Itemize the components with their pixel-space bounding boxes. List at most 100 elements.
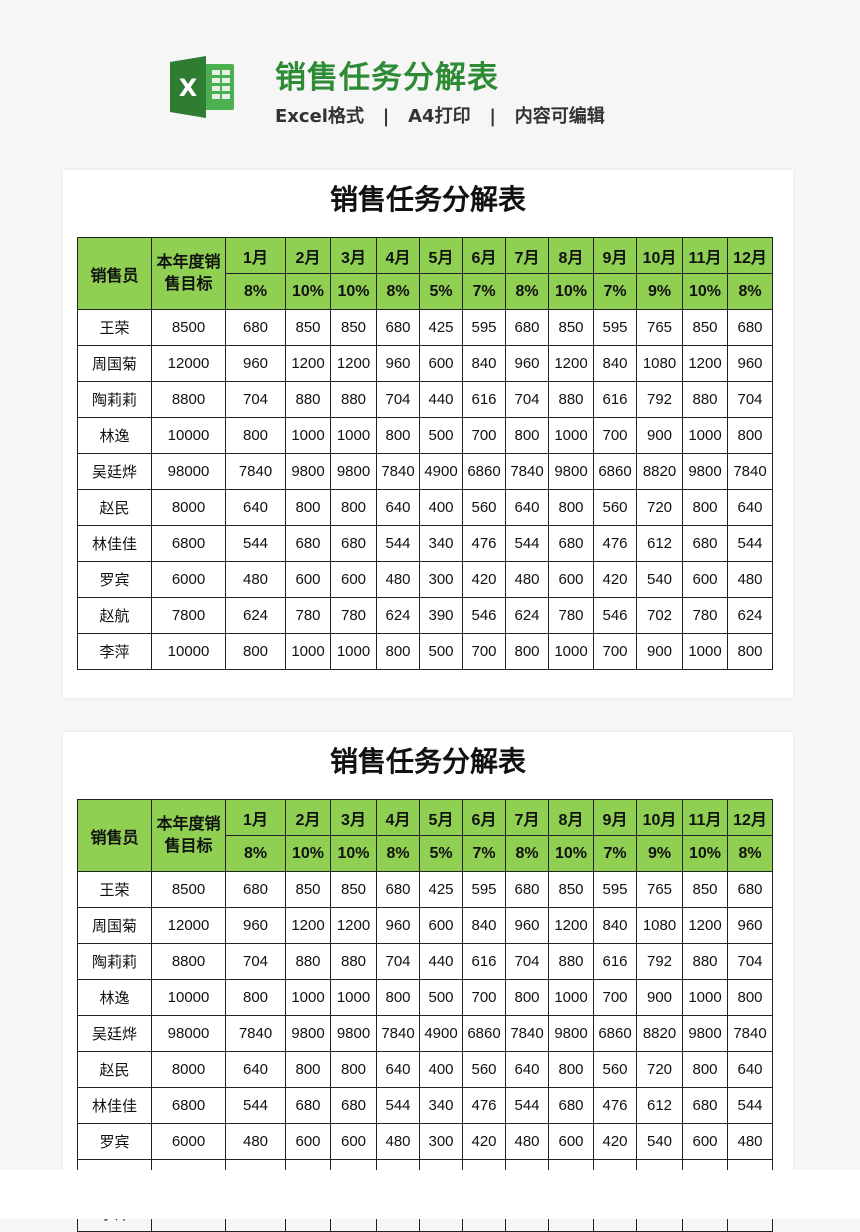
month-value-cell: 1000 [285,417,331,454]
header-percent: 5% [419,273,463,310]
salesperson-cell: 陶莉莉 [77,381,152,418]
month-value-cell: 800 [285,489,331,526]
month-value-cell: 624 [727,597,773,634]
month-value-cell: 840 [462,345,506,382]
table-row: 林逸 10000 800 1000 1000 800 500 700 800 1000 700 900… [77,417,773,454]
month-value-cell: 595 [462,309,506,346]
month-value-cell: 680 [225,871,286,908]
month-value-cell: 440 [419,381,463,418]
header-month: 3月 [330,799,377,836]
target-cell: 8000 [151,1051,226,1088]
salesperson-cell: 王荣 [77,309,152,346]
header-percent: 8% [505,835,549,872]
header-month: 2月 [285,237,331,274]
month-value-cell: 340 [419,525,463,562]
excel-icon: X [170,56,234,118]
salesperson-cell: 陶莉莉 [77,943,152,980]
month-value-cell: 702 [636,597,683,634]
month-value-cell: 960 [225,907,286,944]
table-row: 陶莉莉 8800 704 880 880 704 440 616 704 880 616 792 880… [77,381,773,418]
header-percent: 9% [636,273,683,310]
table-row: 林佳佳 6800 544 680 680 544 340 476 544 680 476 612 680… [77,1087,773,1124]
header-percent: 10% [682,273,728,310]
month-value-cell: 480 [225,1123,286,1160]
month-value-cell: 1000 [548,979,594,1016]
month-value-cell: 880 [682,943,728,980]
table-row: 陶莉莉 8800 704 880 880 704 440 616 704 880 616 792 880… [77,943,773,980]
month-value-cell: 640 [376,1051,420,1088]
header-month: 4月 [376,237,420,274]
month-value-cell: 544 [727,1087,773,1124]
month-value-cell: 600 [285,1123,331,1160]
month-value-cell: 1000 [330,633,377,670]
month-value-cell: 680 [225,309,286,346]
month-value-cell: 9800 [548,1015,594,1052]
month-value-cell: 9800 [330,453,377,490]
month-value-cell: 1200 [330,907,377,944]
month-value-cell: 540 [636,561,683,598]
month-value-cell: 800 [225,633,286,670]
month-value-cell: 600 [548,1123,594,1160]
month-value-cell: 480 [225,561,286,598]
month-value-cell: 560 [462,489,506,526]
table-row: 罗宾 6000 480 600 600 480 300 420 480 600 420 540 600 4… [77,1123,773,1160]
header-percent: 8% [376,273,420,310]
month-value-cell: 600 [330,1123,377,1160]
month-value-cell: 7840 [727,1015,773,1052]
month-value-cell: 700 [462,633,506,670]
month-value-cell: 765 [636,309,683,346]
header-month: 2月 [285,799,331,836]
month-value-cell: 8820 [636,1015,683,1052]
month-value-cell: 880 [330,943,377,980]
month-value-cell: 704 [225,381,286,418]
month-value-cell: 400 [419,1051,463,1088]
percent-row: 8% 10% 10% 8% 5% 7% 8% 10% 7% 9% 10% 8% [78,835,773,872]
month-value-cell: 560 [593,489,637,526]
table-row: 赵民 8000 640 800 800 640 400 560 640 800 560 720 800 6… [77,1051,773,1088]
month-value-cell: 1000 [285,633,331,670]
month-value-cell: 9800 [285,453,331,490]
month-value-cell: 850 [548,309,594,346]
month-value-cell: 780 [330,597,377,634]
sales-table: 销售员 本年度销售目标 1月 2月 3月 4月 5月 6月 7月 8月 9月 10月 11月 12月 8% 1… [77,237,773,670]
header-month: 9月 [593,799,637,836]
month-value-cell: 595 [593,871,637,908]
month-value-cell: 1000 [682,417,728,454]
month-value-cell: 1200 [682,345,728,382]
header-month: 9月 [593,237,637,274]
month-value-cell: 544 [225,1087,286,1124]
month-value-cell: 704 [376,381,420,418]
month-value-cell: 850 [285,871,331,908]
month-value-cell: 1200 [285,907,331,944]
month-value-cell: 1000 [682,979,728,1016]
header-month: 8月 [548,799,594,836]
target-cell: 8500 [151,309,226,346]
month-value-cell: 9800 [285,1015,331,1052]
month-value-cell: 640 [727,489,773,526]
month-value-cell: 600 [419,907,463,944]
month-value-cell: 880 [682,381,728,418]
month-value-cell: 1200 [285,345,331,382]
table-row: 王荣 8500 680 850 850 680 425 595 680 850 595 765 850 6… [77,871,773,908]
header-percent: 7% [462,273,506,310]
month-value-cell: 616 [593,381,637,418]
target-cell: 12000 [151,345,226,382]
month-value-cell: 680 [285,1087,331,1124]
month-value-cell: 476 [593,525,637,562]
month-value-cell: 7840 [376,1015,420,1052]
month-value-cell: 800 [376,633,420,670]
month-value-cell: 704 [225,943,286,980]
salesperson-cell: 赵航 [77,597,152,634]
month-value-cell: 300 [419,561,463,598]
month-value-cell: 850 [682,871,728,908]
table-row: 吴廷烨 98000 7840 9800 9800 7840 4900 6860 7840 9800… [77,1015,773,1052]
month-value-cell: 540 [636,1123,683,1160]
month-value-cell: 480 [505,1123,549,1160]
month-value-cell: 850 [548,871,594,908]
month-value-cell: 680 [548,1087,594,1124]
header-month: 3月 [330,237,377,274]
sheet-title: 销售任务分解表 [329,183,526,216]
month-value-cell: 880 [548,943,594,980]
month-value-cell: 800 [376,979,420,1016]
